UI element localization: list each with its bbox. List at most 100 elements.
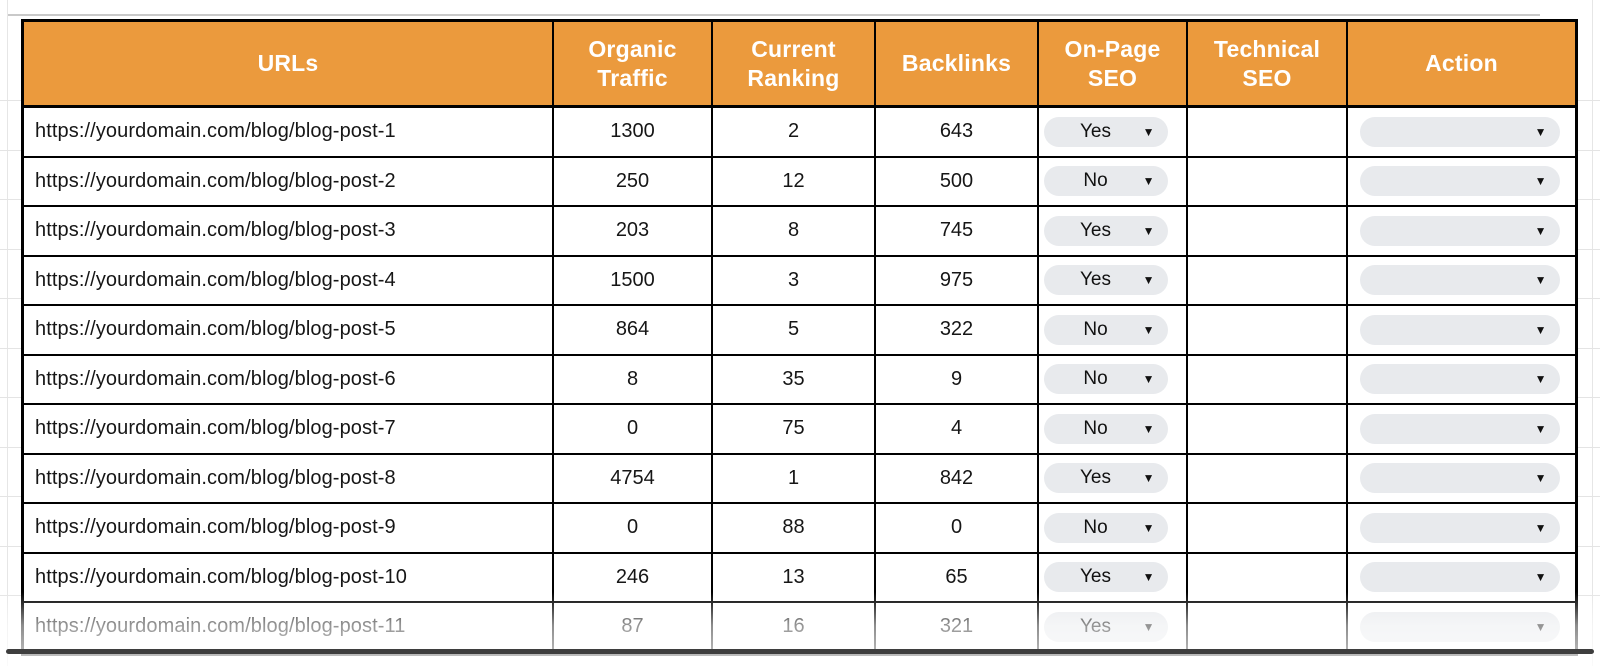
current-ranking-cell[interactable]: 12 <box>713 157 876 207</box>
backlinks-cell[interactable]: 745 <box>876 207 1039 257</box>
column-header-technical-seo[interactable]: Technical SEO <box>1188 22 1348 108</box>
action-dropdown[interactable]: ▼ <box>1359 166 1560 197</box>
action-dropdown[interactable]: ▼ <box>1359 364 1560 395</box>
backlinks-cell[interactable]: 322 <box>876 306 1039 356</box>
sheet-gridline <box>8 14 1540 16</box>
on-page-seo-dropdown[interactable]: No ▼ <box>1043 512 1168 543</box>
table-row: https://yourdomain.com/blog/blog-post-8 … <box>24 454 1575 504</box>
column-header-urls[interactable]: URLs <box>24 22 554 108</box>
current-ranking-cell[interactable]: 88 <box>713 504 876 554</box>
backlinks-cell[interactable]: 0 <box>876 504 1039 554</box>
backlinks-cell[interactable]: 643 <box>876 108 1039 158</box>
current-ranking-cell[interactable]: 2 <box>713 108 876 158</box>
url-cell[interactable]: https://yourdomain.com/blog/blog-post-9 <box>24 504 554 554</box>
on-page-seo-dropdown[interactable]: Yes ▼ <box>1043 562 1168 593</box>
on-page-seo-dropdown[interactable]: Yes ▼ <box>1043 463 1168 494</box>
table-row: https://yourdomain.com/blog/blog-post-3 … <box>24 207 1575 257</box>
dropdown-arrow-icon: ▼ <box>1142 124 1155 139</box>
url-cell[interactable]: https://yourdomain.com/blog/blog-post-8 <box>24 454 554 504</box>
on-page-seo-dropdown[interactable]: No ▼ <box>1043 314 1168 345</box>
url-cell[interactable]: https://yourdomain.com/blog/blog-post-7 <box>24 405 554 455</box>
organic-traffic-cell[interactable]: 203 <box>554 207 713 257</box>
current-ranking-cell[interactable]: 35 <box>713 355 876 405</box>
technical-seo-cell[interactable] <box>1188 405 1348 455</box>
backlinks-cell[interactable]: 65 <box>876 553 1039 603</box>
action-dropdown[interactable]: ▼ <box>1359 413 1560 444</box>
column-header-current-ranking[interactable]: Current Ranking <box>713 22 876 108</box>
action-dropdown[interactable]: ▼ <box>1359 215 1560 246</box>
on-page-seo-dropdown[interactable]: Yes ▼ <box>1043 611 1168 642</box>
column-header-backlinks[interactable]: Backlinks <box>876 22 1039 108</box>
backlinks-cell[interactable]: 500 <box>876 157 1039 207</box>
dropdown-arrow-icon: ▼ <box>1142 619 1155 634</box>
sheet-gridline <box>1592 0 1593 666</box>
backlinks-cell[interactable]: 975 <box>876 256 1039 306</box>
backlinks-cell[interactable]: 842 <box>876 454 1039 504</box>
action-dropdown[interactable]: ▼ <box>1359 611 1560 642</box>
dropdown-arrow-icon: ▼ <box>1142 570 1155 585</box>
on-page-seo-dropdown[interactable]: No ▼ <box>1043 364 1168 395</box>
column-header-action[interactable]: Action <box>1348 22 1575 108</box>
organic-traffic-cell[interactable]: 864 <box>554 306 713 356</box>
technical-seo-cell[interactable] <box>1188 207 1348 257</box>
technical-seo-cell[interactable] <box>1188 603 1348 653</box>
backlinks-cell[interactable]: 9 <box>876 355 1039 405</box>
url-cell[interactable]: https://yourdomain.com/blog/blog-post-4 <box>24 256 554 306</box>
on-page-seo-dropdown[interactable]: No ▼ <box>1043 413 1168 444</box>
technical-seo-cell[interactable] <box>1188 306 1348 356</box>
on-page-seo-dropdown[interactable]: Yes ▼ <box>1043 215 1168 246</box>
action-cell: ▼ <box>1348 455 1575 504</box>
current-ranking-cell[interactable]: 16 <box>713 603 876 653</box>
dropdown-arrow-icon: ▼ <box>1534 124 1547 139</box>
on-page-seo-cell: Yes ▼ <box>1039 603 1188 653</box>
url-cell[interactable]: https://yourdomain.com/blog/blog-post-1 <box>24 108 554 158</box>
organic-traffic-cell[interactable]: 8 <box>554 355 713 405</box>
action-dropdown[interactable]: ▼ <box>1359 265 1560 296</box>
url-cell[interactable]: https://yourdomain.com/blog/blog-post-2 <box>24 157 554 207</box>
dropdown-arrow-icon: ▼ <box>1534 471 1547 486</box>
organic-traffic-cell[interactable]: 1500 <box>554 256 713 306</box>
dropdown-arrow-icon: ▼ <box>1534 520 1547 535</box>
on-page-seo-dropdown[interactable]: Yes ▼ <box>1043 116 1168 147</box>
organic-traffic-cell[interactable]: 0 <box>554 405 713 455</box>
backlinks-cell[interactable]: 4 <box>876 405 1039 455</box>
organic-traffic-cell[interactable]: 246 <box>554 553 713 603</box>
on-page-seo-value: No <box>1083 417 1108 439</box>
organic-traffic-cell[interactable]: 1300 <box>554 108 713 158</box>
current-ranking-cell[interactable]: 75 <box>713 405 876 455</box>
current-ranking-cell[interactable]: 8 <box>713 207 876 257</box>
dropdown-arrow-icon: ▼ <box>1142 520 1155 535</box>
action-cell: ▼ <box>1348 257 1575 306</box>
current-ranking-cell[interactable]: 3 <box>713 256 876 306</box>
current-ranking-cell[interactable]: 1 <box>713 454 876 504</box>
action-dropdown[interactable]: ▼ <box>1359 562 1560 593</box>
column-header-organic-traffic[interactable]: Organic Traffic <box>554 22 713 108</box>
action-dropdown[interactable]: ▼ <box>1359 463 1560 494</box>
action-cell: ▼ <box>1348 554 1575 603</box>
action-dropdown[interactable]: ▼ <box>1359 314 1560 345</box>
on-page-seo-dropdown[interactable]: No ▼ <box>1043 166 1168 197</box>
current-ranking-cell[interactable]: 5 <box>713 306 876 356</box>
technical-seo-cell[interactable] <box>1188 504 1348 554</box>
action-dropdown[interactable]: ▼ <box>1359 116 1560 147</box>
column-header-on-page-seo[interactable]: On-Page SEO <box>1039 22 1188 108</box>
organic-traffic-cell[interactable]: 4754 <box>554 454 713 504</box>
current-ranking-cell[interactable]: 13 <box>713 553 876 603</box>
technical-seo-cell[interactable] <box>1188 157 1348 207</box>
organic-traffic-cell[interactable]: 87 <box>554 603 713 653</box>
url-cell[interactable]: https://yourdomain.com/blog/blog-post-11 <box>24 603 554 653</box>
action-dropdown[interactable]: ▼ <box>1359 512 1560 543</box>
url-cell[interactable]: https://yourdomain.com/blog/blog-post-6 <box>24 355 554 405</box>
organic-traffic-cell[interactable]: 250 <box>554 157 713 207</box>
url-cell[interactable]: https://yourdomain.com/blog/blog-post-5 <box>24 306 554 356</box>
technical-seo-cell[interactable] <box>1188 355 1348 405</box>
technical-seo-cell[interactable] <box>1188 108 1348 158</box>
url-cell[interactable]: https://yourdomain.com/blog/blog-post-3 <box>24 207 554 257</box>
technical-seo-cell[interactable] <box>1188 256 1348 306</box>
technical-seo-cell[interactable] <box>1188 454 1348 504</box>
backlinks-cell[interactable]: 321 <box>876 603 1039 653</box>
organic-traffic-cell[interactable]: 0 <box>554 504 713 554</box>
url-cell[interactable]: https://yourdomain.com/blog/blog-post-10 <box>24 553 554 603</box>
technical-seo-cell[interactable] <box>1188 553 1348 603</box>
on-page-seo-dropdown[interactable]: Yes ▼ <box>1043 265 1168 296</box>
